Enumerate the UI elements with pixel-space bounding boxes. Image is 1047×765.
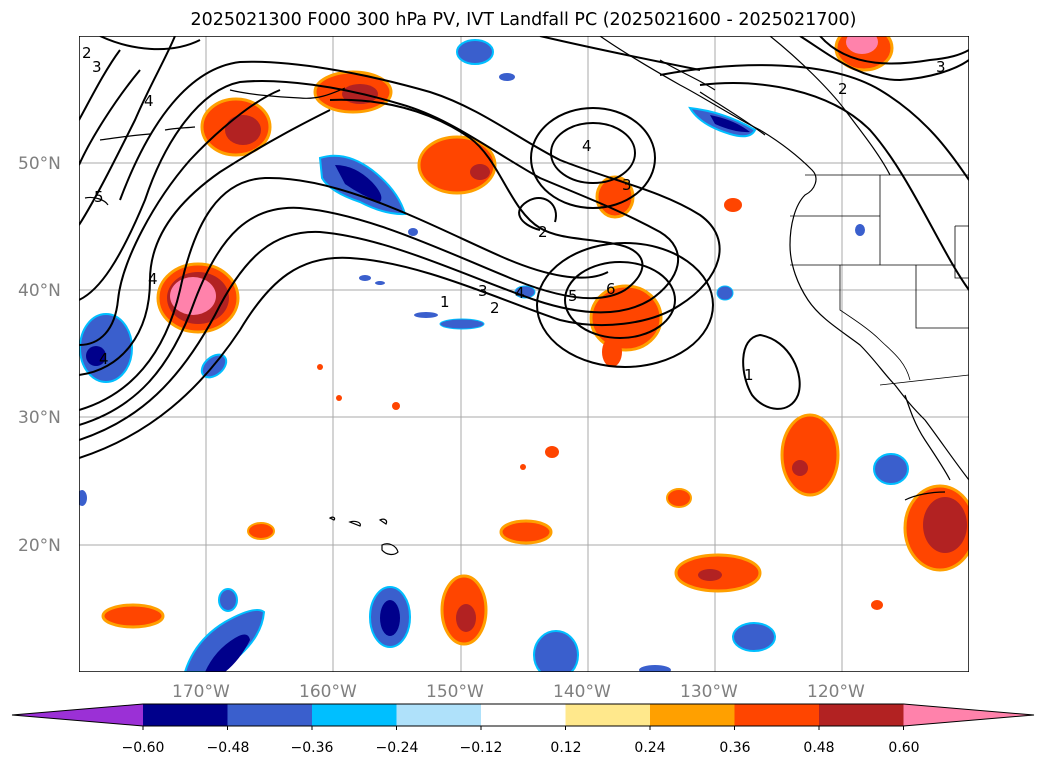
colorbar-tick: 0.24 [634,740,665,756]
lat-label-50n: 50°N [18,154,61,174]
pv-positive-areas [101,36,969,646]
colorbar-segment [312,704,397,726]
contour-label: 3 [936,58,946,76]
colorbar-extend-max [903,704,1034,726]
map-title: 2025021300 F000 300 hPa PV, IVT Landfall… [190,10,857,30]
contour-label: 4 [144,92,154,110]
contour-label: 2 [838,80,848,98]
contour-label: 1 [440,293,450,311]
contour-label: 4 [515,284,525,302]
contour-label: 4 [99,350,109,368]
lon-label-120w: 120°W [807,682,865,702]
colorbar-segment [396,704,482,726]
colorbar-segment [227,704,313,726]
lat-label-30n: 30°N [18,408,61,428]
colorbar-tick: −0.60 [122,740,165,756]
map-area: 2 3 4 5 4 3 2 1 2 3 4 5 6 4 3 2 1 4 [79,36,969,672]
contour-labels: 2 3 4 5 4 3 2 1 2 3 4 5 6 4 3 2 1 4 [82,44,946,384]
contour-label: 2 [538,223,548,241]
colorbar-tick: −0.24 [376,740,419,756]
colorbar-tick: 0.60 [888,740,919,756]
colorbar-tick: −0.12 [460,740,503,756]
ivt-contours [79,36,969,459]
longitude-labels: 170°W 160°W 150°W 140°W 130°W 120°W [172,682,865,702]
contour-label: 3 [92,58,102,76]
contour-label: 5 [568,287,578,305]
colorbar-ticks: −0.60 −0.48 −0.36 −0.24 −0.12 0.12 0.24 … [122,740,920,756]
colorbar-tick: −0.36 [291,740,334,756]
contour-label: 4 [148,270,158,288]
lon-label-130w: 130°W [680,682,738,702]
lon-label-170w: 170°W [172,682,230,702]
political-borders [790,174,969,386]
colorbar [11,703,1035,730]
contour-label: 1 [744,366,754,384]
lat-label-40n: 40°N [18,281,61,301]
colorbar-tick: 0.36 [719,740,750,756]
colorbar-segment [650,704,735,726]
coastlines [84,36,969,556]
colorbar-tick: −0.48 [207,740,250,756]
colorbar-segment [734,704,820,726]
contour-label: 4 [582,137,592,155]
colorbar-segment [565,704,651,726]
contour-label: 2 [490,299,500,317]
colorbar-tick: 0.48 [803,740,834,756]
contour-label: 3 [622,176,632,194]
contour-label: 3 [478,282,488,300]
colorbar-extend-min [12,704,143,726]
contour-label: 2 [82,44,92,62]
lat-label-20n: 20°N [18,536,61,556]
contour-label: 6 [606,280,616,298]
lon-label-150w: 150°W [426,682,484,702]
colorbar-segment [819,704,904,726]
colorbar-tick: 0.12 [550,740,581,756]
latitude-labels: 50°N 40°N 30°N 20°N [18,154,61,556]
lon-label-140w: 140°W [553,682,611,702]
contour-label: 5 [94,188,104,206]
colorbar-segment [481,704,566,726]
colorbar-segment [143,704,228,726]
lon-label-160w: 160°W [299,682,357,702]
